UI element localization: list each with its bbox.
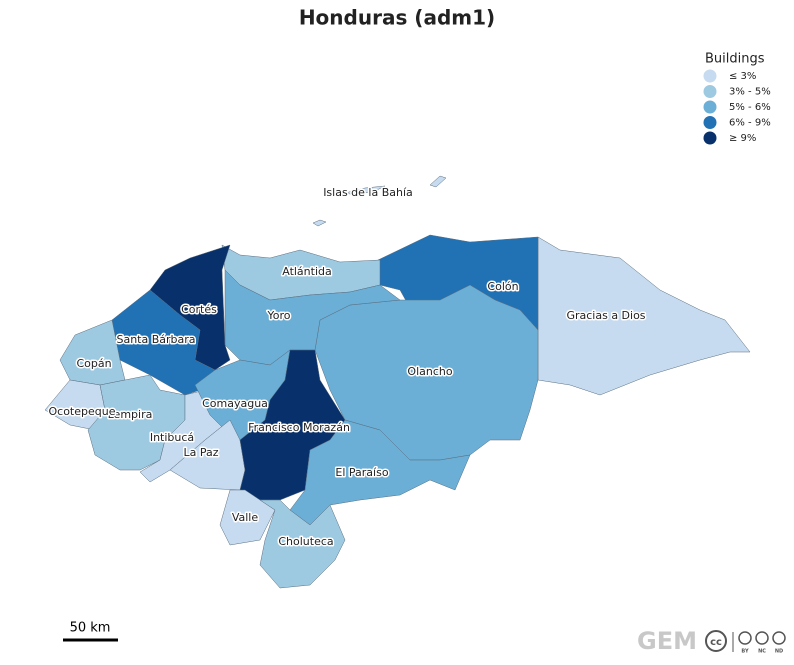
region-label: Cortés: [181, 303, 217, 316]
region-shape: [537, 236, 751, 396]
region-label: Gracias a Dios: [566, 309, 645, 322]
gem-logo: GEM: [637, 627, 697, 655]
legend-label: ≤ 3%: [729, 71, 756, 82]
license-icon: [772, 631, 786, 645]
region-label: Choluteca: [278, 535, 333, 548]
region-label: Francisco Morazán: [248, 421, 350, 434]
legend-title: Buildings: [705, 52, 765, 67]
legend-label: 5% - 6%: [729, 102, 771, 113]
region-label: La Paz: [183, 446, 218, 459]
legend-swatch: [703, 131, 717, 145]
region-labels: Gracias a Dios Colón Atlántida Olancho Y…: [47, 185, 647, 550]
region-label: Valle: [232, 511, 259, 524]
region-shape: [219, 489, 276, 546]
region-label: Atlántida: [282, 265, 332, 278]
region-shape: [344, 185, 386, 196]
region-label: Colón: [487, 280, 518, 293]
region-label: Olancho: [407, 365, 452, 378]
scale-bar-label: 50 km: [70, 621, 111, 636]
legend-swatch: [703, 116, 717, 129]
region-label: Yoro: [267, 309, 291, 322]
license-icon: [755, 631, 769, 645]
cc-badge: [705, 630, 727, 652]
region-label: Santa Bárbara: [116, 333, 195, 346]
region-label: Lempira: [108, 408, 153, 421]
legend-swatch: [703, 100, 717, 114]
region-label: Comayagua: [202, 397, 268, 410]
region-label: Copán: [76, 357, 111, 370]
region-shape: [259, 499, 346, 589]
license-term: ND: [775, 649, 783, 655]
regions: [44, 175, 751, 589]
cc-text: cc: [710, 637, 722, 648]
legend-label: ≥ 9%: [729, 133, 756, 144]
license-term: NC: [758, 649, 766, 655]
legend-label: 3% - 5%: [729, 87, 771, 98]
region-label: Islas de la Bahía: [323, 186, 413, 199]
region-shape: [312, 219, 327, 227]
legend-swatch: [703, 85, 717, 98]
legend-swatch: [703, 69, 717, 83]
region-label: El Paraíso: [335, 466, 388, 479]
license-terms: BY NC ND: [738, 631, 786, 655]
region-label: Intibucá: [150, 431, 194, 444]
region-label: Ocotepeque: [49, 405, 116, 418]
legend-label: 6% - 9%: [729, 118, 771, 129]
region-shape: [289, 419, 471, 526]
region-shape: [429, 175, 447, 188]
license-icon: [738, 631, 752, 645]
map-title: Honduras (adm1): [299, 6, 495, 30]
license-term: BY: [741, 649, 749, 655]
legend: Buildings ≤ 3% 3% - 5% 5% - 6% 6% - 9% ≥ 9%: [703, 52, 771, 145]
